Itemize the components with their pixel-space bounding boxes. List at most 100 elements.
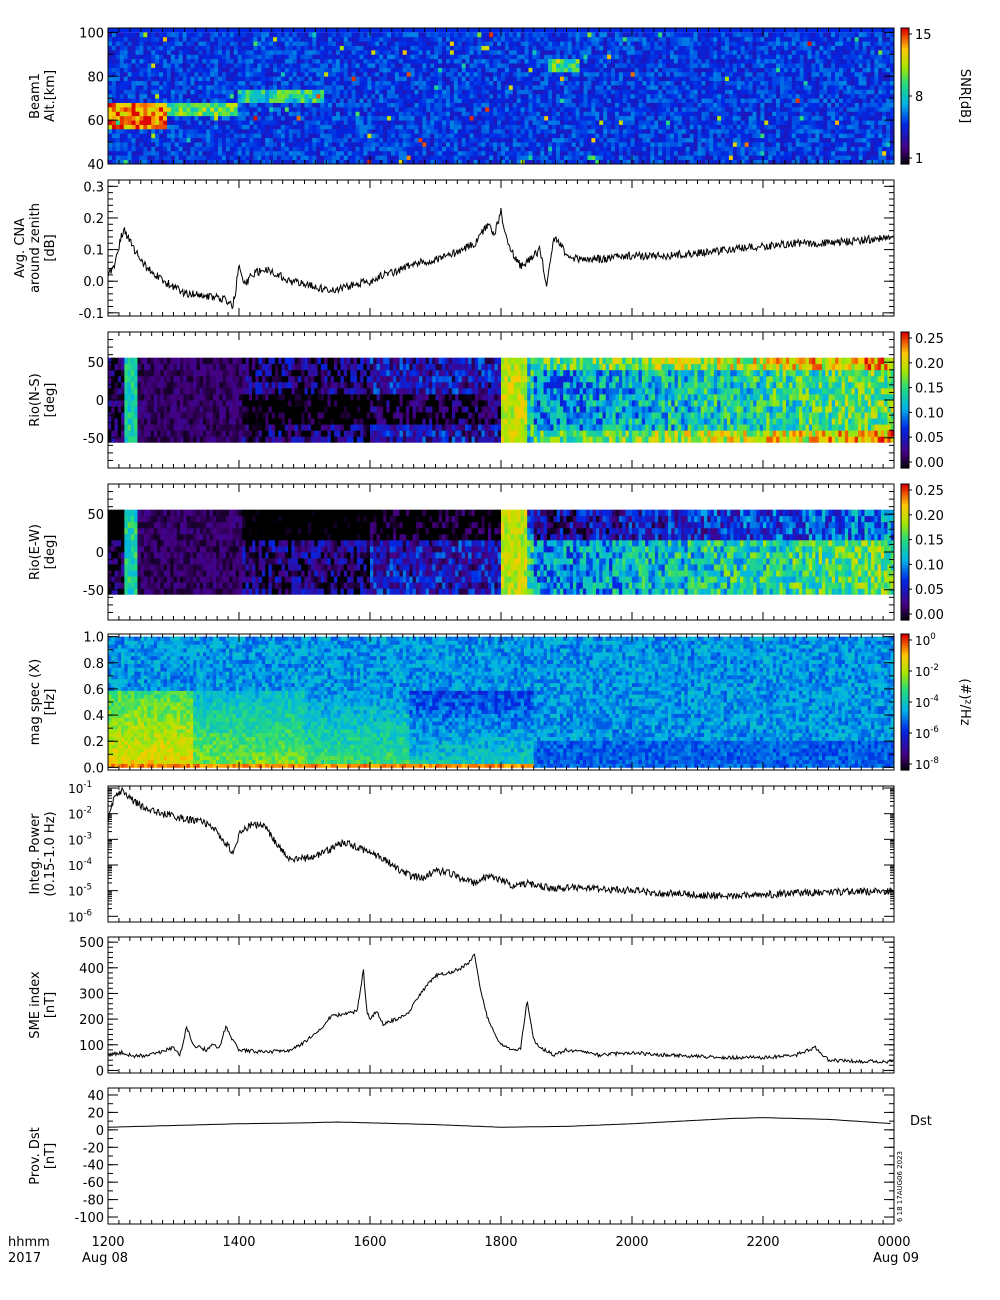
snr-cell	[426, 133, 431, 139]
snr-cell	[387, 45, 392, 51]
snr-cell	[414, 146, 419, 152]
snr-cell	[170, 155, 176, 161]
snr-cell	[666, 76, 671, 82]
snr-cell	[611, 49, 616, 55]
snr-cell	[363, 98, 368, 103]
snr-cell	[477, 150, 482, 156]
snr-cell	[556, 142, 561, 147]
snr-cell	[453, 41, 459, 46]
snr-cell	[705, 71, 710, 77]
snr-cell	[524, 85, 529, 90]
snr-cell	[709, 159, 714, 165]
snr-cell	[123, 63, 129, 68]
snr-cell	[375, 155, 380, 161]
snr-cell	[473, 128, 478, 134]
snr-cell	[607, 133, 612, 139]
snr-cell	[398, 102, 404, 108]
snr-cell	[426, 63, 431, 68]
snr-cell	[194, 76, 199, 82]
snr-cell	[760, 111, 765, 117]
snr-cell	[163, 71, 168, 77]
snr-cell	[713, 89, 718, 95]
snr-cell	[253, 89, 258, 95]
snr-cell	[618, 58, 624, 64]
snr-cell	[328, 137, 333, 143]
snr-cell	[650, 93, 655, 99]
snr-cell	[147, 36, 152, 42]
snr-cell	[237, 58, 243, 64]
snr-cell	[379, 115, 384, 121]
snr-cell	[736, 85, 742, 90]
snr-cell	[709, 71, 714, 77]
snr-cell	[508, 150, 514, 156]
snr-cell	[398, 120, 404, 125]
snr-cell	[599, 45, 604, 51]
snr-cell	[371, 32, 376, 38]
snr-cell	[406, 98, 412, 103]
snr-cell	[332, 128, 337, 134]
snr-cell	[489, 41, 494, 46]
snr-cell	[123, 45, 129, 51]
snr-cell	[559, 146, 565, 152]
snr-cell	[717, 98, 722, 103]
snr-cell	[473, 146, 478, 152]
snr-cell	[732, 124, 738, 130]
snr-cell	[257, 137, 262, 143]
snr-cell	[269, 76, 274, 82]
snr-cell	[155, 93, 160, 99]
snr-cell	[721, 98, 726, 103]
snr-cell	[717, 49, 722, 55]
snr-cell	[481, 102, 486, 108]
snr-cell	[563, 137, 569, 143]
snr-cell	[524, 155, 529, 161]
snr-cell	[237, 49, 243, 55]
snr-cell	[603, 89, 608, 95]
snr-cell	[666, 106, 671, 112]
snr-cell	[449, 89, 455, 95]
snr-cell	[559, 142, 565, 147]
snr-cell	[516, 128, 522, 134]
snr-cell	[308, 150, 313, 156]
snr-cell	[493, 124, 498, 130]
snr-cell	[489, 133, 494, 139]
snr-cell	[646, 98, 651, 103]
snr-cell	[139, 80, 144, 86]
snr-cell	[390, 115, 396, 121]
snr-cell	[442, 54, 447, 60]
snr-cell	[552, 159, 557, 165]
snr-cell	[662, 54, 667, 60]
snr-cell	[587, 54, 592, 60]
snr-cell	[269, 80, 274, 86]
snr-cell	[501, 120, 506, 125]
snr-cell	[493, 137, 498, 143]
snr-cell	[681, 106, 687, 112]
snr-cell	[280, 150, 286, 156]
snr-cell	[744, 120, 749, 125]
snr-cell	[288, 63, 294, 68]
snr-cell	[257, 106, 262, 112]
snr-cell	[512, 41, 518, 46]
snr-cell	[552, 49, 557, 55]
snr-cell	[406, 63, 412, 68]
snr-cell	[728, 98, 734, 103]
snr-cell	[221, 155, 227, 161]
snr-cell	[229, 58, 235, 64]
snr-cell	[304, 106, 309, 112]
snr-cell	[677, 115, 683, 121]
snr-cell	[536, 102, 541, 108]
snr-cell	[304, 124, 309, 130]
snr-cell	[701, 58, 706, 64]
snr-cell	[261, 58, 266, 64]
snr-cell	[736, 146, 742, 152]
snr-cell	[713, 124, 718, 130]
snr-cell	[748, 150, 753, 156]
snr-cell	[752, 128, 757, 134]
snr-cell	[524, 80, 529, 86]
snr-cell	[284, 67, 290, 73]
snr-cell	[634, 111, 639, 117]
snr-cell	[485, 98, 490, 103]
snr-cell	[339, 32, 345, 38]
snr-cell	[312, 146, 317, 152]
snr-cell	[453, 67, 459, 73]
snr-cell	[253, 120, 258, 125]
